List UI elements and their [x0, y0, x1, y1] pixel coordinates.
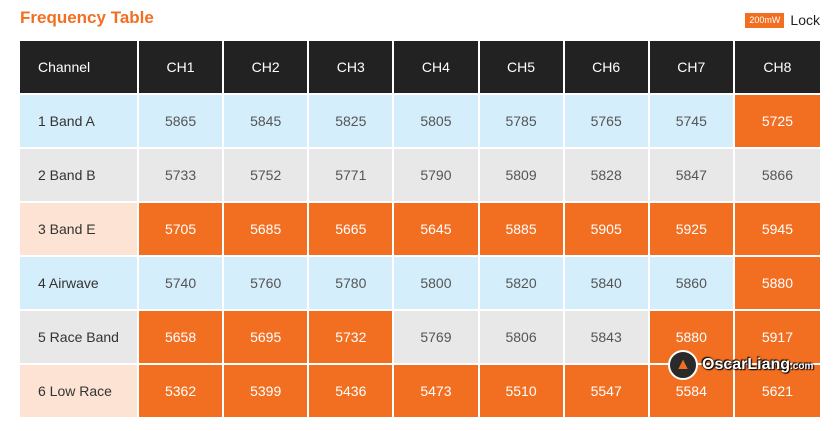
frequency-cell: 5473 [394, 365, 480, 419]
table-header-row: Channel CH1 CH2 CH3 CH4 CH5 CH6 CH7 CH8 [20, 41, 820, 95]
header-ch5: CH5 [479, 41, 565, 95]
frequency-cell: 5925 [649, 203, 735, 257]
frequency-cell: 5436 [309, 365, 395, 419]
frequency-cell: 5769 [394, 311, 480, 365]
row-label: 5 Race Band [20, 311, 139, 365]
watermark-suffix: .com [790, 361, 814, 372]
frequency-cell: 5685 [224, 203, 310, 257]
frequency-cell: 5645 [394, 203, 480, 257]
table-row: 5 Race Band 5658 5695 5732 5769 5806 5843 5880 5… [20, 311, 820, 365]
row-label: 4 Airwave [20, 257, 139, 311]
frequency-cell: 5740 [139, 257, 225, 311]
frequency-cell: 5780 [309, 257, 395, 311]
frequency-cell: 5745 [649, 95, 735, 149]
frequency-cell: 5843 [564, 311, 650, 365]
frequency-cell: 5945 [734, 203, 820, 257]
header-ch2: CH2 [224, 41, 310, 95]
frequency-cell: 5806 [479, 311, 565, 365]
table-row: 3 Band E 5705 5685 5665 5645 5885 5905 5925 5945 [20, 203, 820, 257]
frequency-cell: 5800 [394, 257, 480, 311]
frequency-cell: 5695 [224, 311, 310, 365]
frequency-cell: 5705 [139, 203, 225, 257]
row-label: 6 Low Race [20, 365, 139, 419]
frequency-cell: 5917 [734, 311, 820, 365]
table-row: 6 Low Race 5362 5399 5436 5473 5510 5547 5584 56… [20, 365, 820, 419]
frequency-cell: 5866 [734, 149, 820, 203]
watermark: ▲ OscarLiang.com [668, 350, 813, 380]
frequency-cell: 5732 [309, 311, 395, 365]
frequency-cell: 5771 [309, 149, 395, 203]
header-ch6: CH6 [564, 41, 650, 95]
frequency-cell: 5845 [224, 95, 310, 149]
frequency-cell: 5805 [394, 95, 480, 149]
frequency-cell: 5790 [394, 149, 480, 203]
frequency-cell: 5865 [139, 95, 225, 149]
frequency-cell: 5820 [479, 257, 565, 311]
table-row: 2 Band B 5733 5752 5771 5790 5809 5828 5847 5866 [20, 149, 820, 203]
legend-badge: 200mW [745, 12, 785, 28]
header-ch3: CH3 [309, 41, 395, 95]
table-row: 1 Band A 5865 5845 5825 5805 5785 5765 5745 5725 [20, 95, 820, 149]
frequency-cell: 5665 [309, 203, 395, 257]
frequency-cell: 5809 [479, 149, 565, 203]
frequency-cell: 5825 [309, 95, 395, 149]
frequency-cell: 5725 [734, 95, 820, 149]
header-ch1: CH1 [139, 41, 225, 95]
frequency-cell: 5860 [649, 257, 735, 311]
frequency-cell: 5510 [479, 365, 565, 419]
frequency-cell: 5760 [224, 257, 310, 311]
frequency-cell: 5880 [734, 257, 820, 311]
frequency-cell: 5828 [564, 149, 650, 203]
watermark-name: OscarLiang [702, 356, 791, 373]
frequency-cell: 5399 [224, 365, 310, 419]
frequency-cell: 5847 [649, 149, 735, 203]
frequency-cell: 5752 [224, 149, 310, 203]
table-row: 4 Airwave 5740 5760 5780 5800 5820 5840 5860 588… [20, 257, 820, 311]
header-ch7: CH7 [649, 41, 735, 95]
legend-text: Lock [790, 12, 820, 28]
page-title: Frequency Table [20, 8, 154, 27]
frequency-cell: 5362 [139, 365, 225, 419]
row-label: 3 Band E [20, 203, 139, 257]
frequency-cell: 5785 [479, 95, 565, 149]
header-channel: Channel [20, 41, 139, 95]
frequency-cell: 5621 [734, 365, 820, 419]
frequency-cell: 5840 [564, 257, 650, 311]
header-ch8: CH8 [734, 41, 820, 95]
row-label: 2 Band B [20, 149, 139, 203]
frequency-cell: 5658 [139, 311, 225, 365]
frequency-cell: 5547 [564, 365, 650, 419]
frequency-cell: 5765 [564, 95, 650, 149]
legend: 200mW Lock [745, 12, 820, 28]
frequency-cell: 5733 [139, 149, 225, 203]
frequency-cell: 5885 [479, 203, 565, 257]
row-label: 1 Band A [20, 95, 139, 149]
watermark-text: OscarLiang.com [702, 356, 813, 374]
frequency-table: Channel CH1 CH2 CH3 CH4 CH5 CH6 CH7 CH8 … [20, 41, 820, 419]
header-ch4: CH4 [394, 41, 480, 95]
frequency-cell: 5905 [564, 203, 650, 257]
bat-icon: ▲ [668, 350, 698, 380]
